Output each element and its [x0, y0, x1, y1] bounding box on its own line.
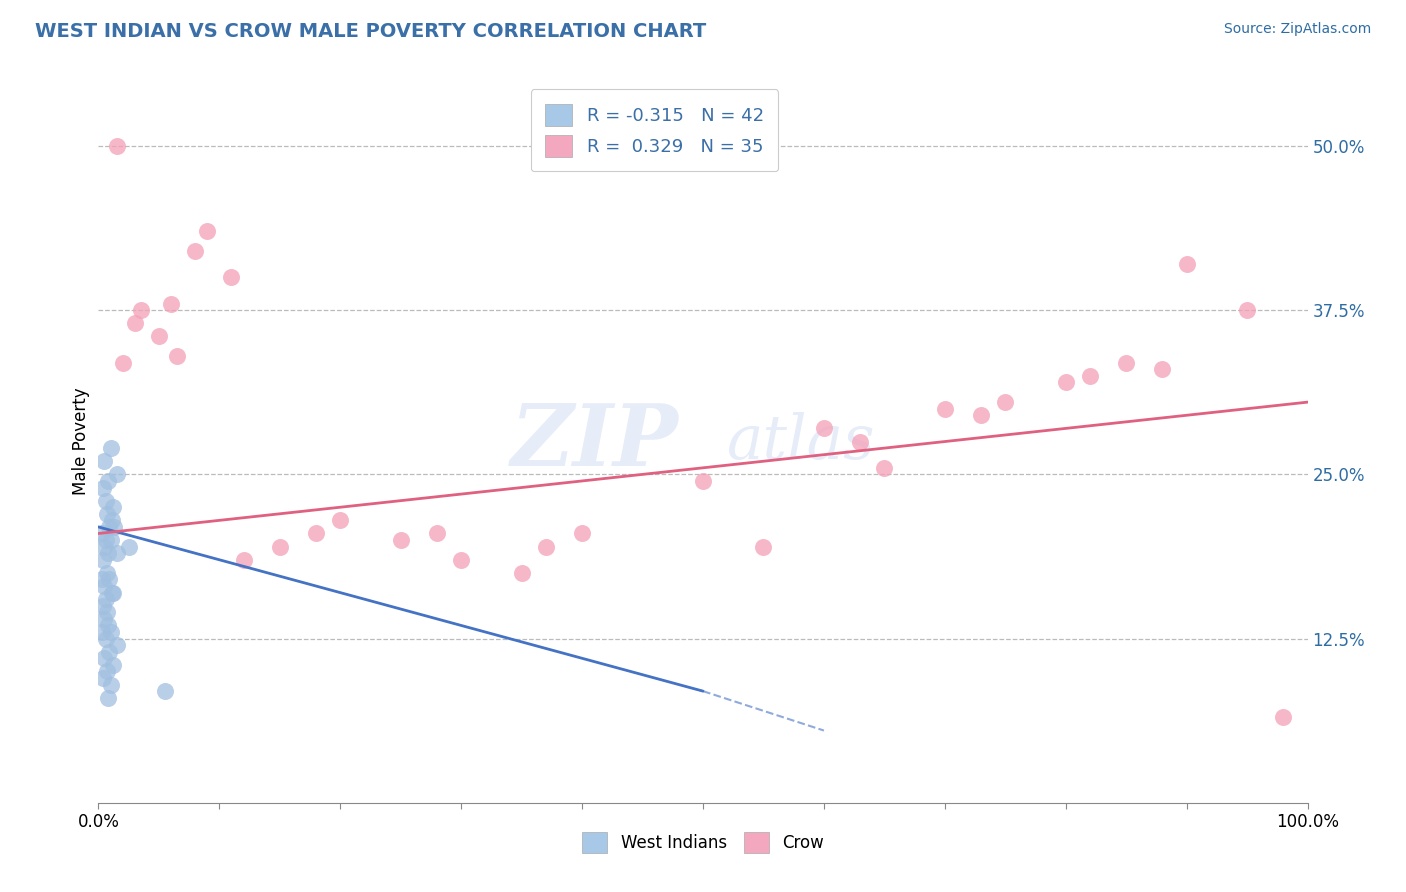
Point	[98, 573, 121, 587]
Point	[934, 401, 956, 416]
Point	[94, 632, 117, 646]
Point	[849, 434, 872, 449]
Legend: West Indians, Crow: West Indians, Crow	[575, 826, 831, 860]
Point	[94, 493, 117, 508]
Point	[96, 665, 118, 679]
Point	[534, 540, 557, 554]
Point	[93, 540, 115, 554]
Point	[93, 612, 115, 626]
Point	[1115, 356, 1137, 370]
Point	[97, 618, 120, 632]
Point	[91, 599, 114, 613]
Point	[221, 270, 243, 285]
Point	[96, 507, 118, 521]
Point	[100, 585, 122, 599]
Point	[970, 409, 993, 423]
Point	[100, 677, 122, 691]
Point	[94, 592, 117, 607]
Point	[111, 356, 134, 370]
Point	[118, 540, 141, 554]
Text: atlas: atlas	[727, 411, 876, 472]
Point	[93, 651, 115, 665]
Point	[103, 520, 125, 534]
Point	[813, 421, 835, 435]
Point	[148, 329, 170, 343]
Point	[195, 224, 218, 238]
Point	[91, 671, 114, 685]
Point	[91, 526, 114, 541]
Point	[105, 546, 128, 560]
Point	[101, 585, 124, 599]
Point	[101, 500, 124, 515]
Point	[153, 684, 176, 698]
Text: Source: ZipAtlas.com: Source: ZipAtlas.com	[1223, 22, 1371, 37]
Point	[389, 533, 412, 547]
Point	[105, 139, 128, 153]
Point	[1054, 376, 1077, 390]
Point	[450, 553, 472, 567]
Point	[98, 645, 121, 659]
Point	[692, 474, 714, 488]
Point	[105, 638, 128, 652]
Point	[91, 625, 114, 640]
Point	[752, 540, 775, 554]
Point	[1175, 257, 1198, 271]
Text: ZIP: ZIP	[510, 400, 679, 483]
Point	[100, 513, 122, 527]
Point	[232, 553, 254, 567]
Point	[124, 316, 146, 330]
Point	[94, 533, 117, 547]
Point	[426, 526, 449, 541]
Point	[96, 566, 118, 580]
Point	[97, 546, 120, 560]
Point	[305, 526, 328, 541]
Point	[91, 573, 114, 587]
Point	[93, 579, 115, 593]
Point	[97, 474, 120, 488]
Point	[96, 605, 118, 619]
Point	[1078, 368, 1101, 383]
Point	[91, 553, 114, 567]
Point	[98, 520, 121, 534]
Point	[1236, 303, 1258, 318]
Point	[269, 540, 291, 554]
Point	[329, 513, 352, 527]
Point	[571, 526, 593, 541]
Point	[91, 481, 114, 495]
Point	[100, 441, 122, 455]
Point	[97, 690, 120, 705]
Y-axis label: Male Poverty: Male Poverty	[72, 388, 90, 495]
Point	[873, 460, 896, 475]
Point	[93, 454, 115, 468]
Point	[160, 296, 183, 310]
Point	[129, 303, 152, 318]
Point	[101, 657, 124, 672]
Point	[994, 395, 1017, 409]
Point	[166, 349, 188, 363]
Point	[100, 533, 122, 547]
Point	[1152, 362, 1174, 376]
Point	[100, 625, 122, 640]
Text: WEST INDIAN VS CROW MALE POVERTY CORRELATION CHART: WEST INDIAN VS CROW MALE POVERTY CORRELA…	[35, 22, 706, 41]
Point	[184, 244, 207, 258]
Point	[105, 467, 128, 482]
Point	[510, 566, 533, 580]
Point	[1272, 710, 1295, 724]
